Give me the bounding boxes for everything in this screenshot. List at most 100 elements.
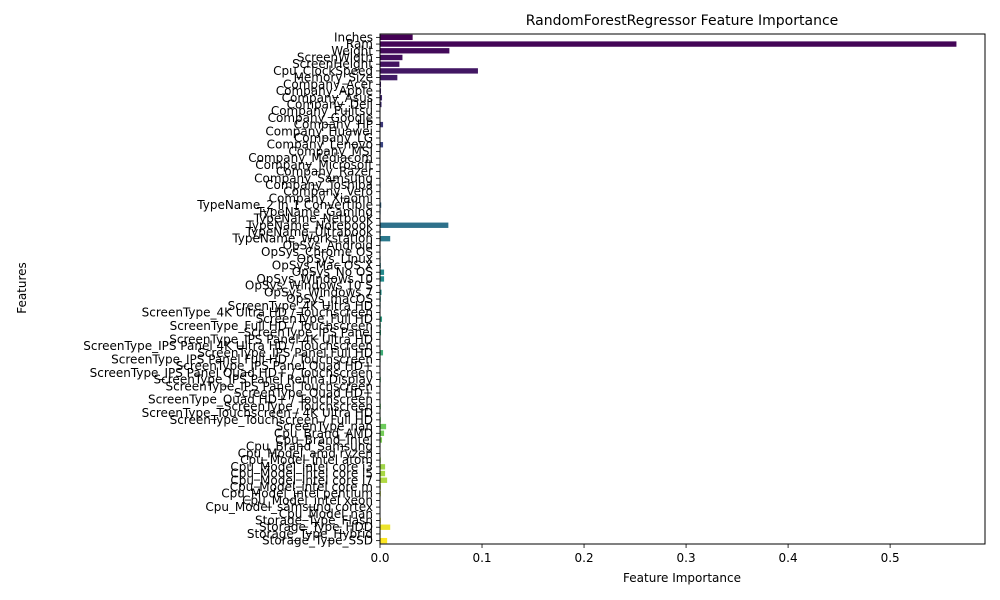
y-tick-label: Storage_Type_Hybrid <box>247 527 373 541</box>
y-tick-label: Cpu_Model_intel xeon <box>242 493 373 507</box>
bar-65 <box>380 470 386 477</box>
bar-7 <box>380 81 382 88</box>
bar-38 <box>380 289 382 296</box>
y-tick-label: ScreenType_IPS Panel Full HD <box>197 346 373 360</box>
bar-6 <box>380 74 398 81</box>
bar-2 <box>380 48 450 54</box>
bar-0 <box>380 34 413 41</box>
y-tick-label: Company_Samsung <box>254 171 373 185</box>
bar-5 <box>380 68 478 74</box>
y-axis-title: Features <box>15 262 29 314</box>
y-tick-label: ScreenType_IPS Panel <box>244 326 373 340</box>
y-tick-label: ScreenType_Touchscreen / 4K Ultra HD <box>142 406 373 420</box>
y-tick-label: Company_Google <box>268 111 373 125</box>
y-tick-label: ScreenType_Full HD / Touchscreen <box>170 319 373 333</box>
x-tick-label: 0.4 <box>779 551 798 565</box>
x-tick-label: 0.2 <box>575 551 594 565</box>
y-tick-label: Cpu_Brand_Intel <box>275 433 373 447</box>
y-tick-label: Company_Razer <box>276 165 373 179</box>
y-tick-label: Company_Microsoft <box>255 158 373 172</box>
y-tick-label: ScreenType_4K Ultra HD / Touchscreen <box>142 305 373 319</box>
y-tick-label: TypeName_Notebook <box>245 218 373 232</box>
y-axis: InchesRamWeightScreenWidthScreenHeightCp… <box>83 30 380 548</box>
bar-44 <box>380 329 382 336</box>
y-tick-label: ScreenType_nan <box>276 420 373 434</box>
y-tick-label: ScreenWidth <box>297 50 373 64</box>
y-tick-label: TypeName_Workstation <box>231 232 373 246</box>
y-tick-label: ScreenType_Quad HD+ <box>234 386 373 400</box>
x-tick-label: 0.5 <box>881 551 900 565</box>
y-tick-label: OpSys_Chrome OS <box>261 245 373 259</box>
y-tick-label: ScreenType_Touchscreen / Full HD <box>170 413 373 427</box>
y-tick-label: Storage_Type_Flash <box>255 514 373 528</box>
y-tick-label: OpSys_macOS <box>286 292 373 306</box>
bar-58 <box>380 423 387 430</box>
y-tick-label: ScreenType_IPS Panel Quad HD+ <box>176 359 373 373</box>
bar-75 <box>380 537 388 544</box>
y-tick-label: Company_LG <box>294 131 373 145</box>
bar-36 <box>380 276 385 282</box>
bar-8 <box>380 88 382 94</box>
y-tick-label: Company_MSI <box>288 144 373 158</box>
bar-60 <box>380 437 383 443</box>
y-tick-label: Cpu_Model_intel pentium <box>221 487 373 501</box>
y-tick-label: Company_Fujitsu <box>271 104 373 118</box>
y-tick-label: Storage_Type_HDD <box>259 520 373 534</box>
y-tick-label: OpSys_Mac OS X <box>272 259 373 273</box>
y-tick-label: Company_Apple <box>276 84 373 98</box>
y-tick-label: Cpu_Model_nan <box>279 507 373 521</box>
y-tick-label: Cpu_Model_samsung cortex <box>205 500 373 514</box>
y-tick-label: ScreenType_IPS Panel Quad HD+ / Touchscr… <box>90 366 373 380</box>
y-tick-label: Cpu_Brand_AMD <box>274 426 373 440</box>
y-tick-label: ScreenType_Quad HD+ / Touchscreen <box>148 393 373 407</box>
y-tick-label: OpSys_Windows 10 S <box>245 279 373 293</box>
y-tick-label: Ram <box>346 37 373 51</box>
y-tick-label: Cpu_Model_intel core i5 <box>230 467 373 481</box>
bar-9 <box>380 95 383 101</box>
bar-30 <box>380 235 391 242</box>
y-tick-label: Company_Lenovo <box>267 138 373 152</box>
y-tick-label: ScreenType_IPS Panel Retina Display <box>154 373 373 387</box>
y-tick-label: TypeName_Gaming <box>256 205 373 219</box>
y-tick-label: OpSys_Android <box>283 238 373 252</box>
y-tick-label: Memory_Size <box>294 71 373 85</box>
y-tick-label: Company_Huawei <box>265 124 373 138</box>
x-axis-title: Feature Importance <box>623 571 741 585</box>
bars-group <box>380 34 957 544</box>
plot-frame <box>379 33 986 545</box>
bar-10 <box>380 101 382 108</box>
bar-4 <box>380 61 400 67</box>
y-tick-label: ScreenType_IPS Panel 4K Ultra HD / Touch… <box>83 339 373 353</box>
y-tick-label: Company_Asus <box>282 91 373 105</box>
y-tick-label: Inches <box>334 30 373 44</box>
y-tick-label: Company_Acer <box>283 77 373 91</box>
y-tick-label: ScreenHeight <box>292 57 373 71</box>
x-tick-label: 0.1 <box>472 551 491 565</box>
bar-59 <box>380 430 385 436</box>
bar-64 <box>380 464 386 470</box>
bar-42 <box>380 316 383 322</box>
y-tick-label: OpSys_Windows 7 <box>264 285 373 299</box>
y-tick-label: Company_HP <box>294 118 373 132</box>
y-tick-label: ScreenType_IPS Panel Touchscreen <box>165 379 373 393</box>
x-axis: 0.0 0.1 0.2 0.3 0.4 0.5 <box>370 544 900 565</box>
y-tick-label: TypeName_Ultrabook <box>245 225 373 239</box>
bar-66 <box>380 477 388 483</box>
y-tick-label: ScreenType_IPS Panel 4K Ultra HD <box>169 332 373 346</box>
y-tick-label: ScreenType_IPS Panel Full HD / Touchscre… <box>111 352 373 366</box>
y-tick-label: Weight <box>331 44 373 58</box>
y-tick-label: Cpu_ClockSpeed <box>273 64 373 78</box>
bar-16 <box>380 142 384 148</box>
y-tick-label: Company_Vero <box>283 185 373 199</box>
bar-73 <box>380 524 391 530</box>
bar-13 <box>380 121 384 128</box>
chart-title: RandomForestRegressor Feature Importance <box>526 13 839 29</box>
y-tick-label: ScreenType_Full HD <box>256 312 373 326</box>
bar-1 <box>380 41 957 47</box>
bar-35 <box>380 269 385 275</box>
y-tick-label: TypeName_Netbook <box>253 212 373 226</box>
bar-25 <box>380 202 382 208</box>
y-tick-label: Cpu_Brand_Samsung <box>246 440 373 454</box>
y-tick-label: TypeName_2 in 1 Convertible <box>196 198 373 212</box>
